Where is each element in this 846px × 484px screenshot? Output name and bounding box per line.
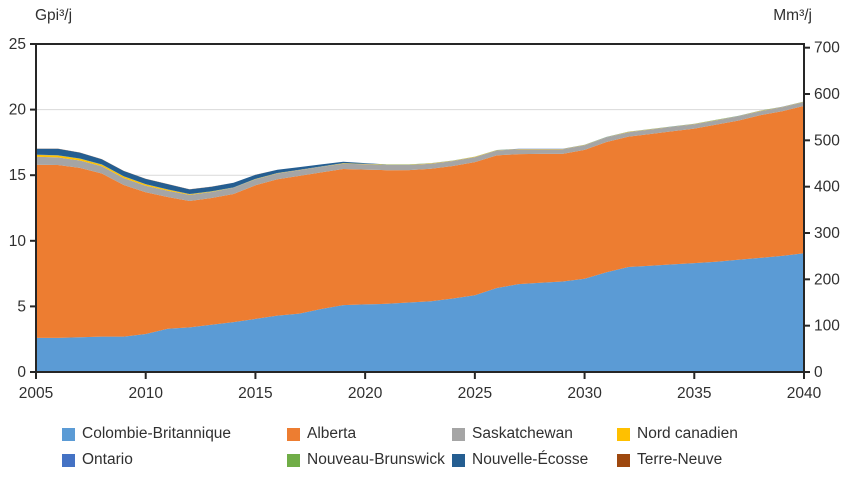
right-tick-label: 700 (814, 40, 840, 57)
legend-swatch-icon (287, 453, 300, 467)
legend-label: Nouvelle-Écosse (472, 451, 589, 468)
x-tick-label: 2015 (238, 385, 272, 402)
right-tick-label: 100 (814, 318, 840, 335)
chart-legend: Colombie-Britannique Ontario Alberta Nouvea… (62, 421, 797, 473)
right-tick-label: 400 (814, 179, 840, 196)
left-tick-label: 0 (17, 364, 26, 381)
legend-item-6: Nouvelle-Écosse (452, 451, 617, 469)
legend-swatch-icon (62, 453, 75, 467)
right-tick-label: 600 (814, 86, 840, 103)
legend-swatch-icon (617, 453, 630, 467)
x-tick-label: 2005 (19, 385, 53, 402)
legend-swatch-icon (452, 453, 465, 467)
left-tick-label: 5 (17, 298, 26, 315)
x-tick-label: 2020 (348, 385, 383, 402)
legend-item-1: Alberta (287, 425, 452, 443)
left-tick-label: 15 (9, 167, 26, 184)
legend-label: Alberta (307, 425, 357, 442)
legend-label: Colombie-Britannique (82, 425, 232, 442)
legend-label: Ontario (82, 451, 133, 468)
legend-item-2: Saskatchewan (452, 425, 617, 443)
legend-item-3: Nord canadien (617, 425, 797, 443)
legend-swatch-icon (287, 427, 300, 441)
legend-item-4: Ontario (62, 451, 287, 469)
right-tick-label: 300 (814, 225, 840, 242)
legend-swatch-icon (62, 427, 75, 441)
legend-swatch-icon (617, 427, 630, 441)
legend-item-5: Nouveau-Brunswick (287, 451, 452, 469)
left-tick-label: 25 (9, 36, 26, 53)
right-axis-unit-label: Mm³/j (773, 7, 812, 24)
left-tick-label: 10 (9, 233, 27, 250)
x-tick-label: 2040 (787, 385, 822, 402)
x-tick-label: 2010 (128, 385, 163, 402)
left-tick-label: 20 (9, 102, 27, 119)
x-tick-label: 2035 (677, 385, 711, 402)
plot-border (35, 43, 805, 373)
left-axis-unit-label: Gpi³/j (35, 7, 73, 24)
x-tick-label: 2025 (458, 385, 492, 402)
legend-label: Nouveau-Brunswick (307, 451, 445, 468)
legend-swatch-icon (452, 427, 465, 441)
right-tick-label: 200 (814, 271, 840, 288)
legend-label: Nord canadien (637, 425, 738, 442)
legend-label: Terre-Neuve (637, 451, 723, 468)
area-series-1 (36, 105, 804, 338)
legend-label: Saskatchewan (472, 425, 573, 442)
area-series-0 (36, 253, 804, 372)
legend-item-7: Terre-Neuve (617, 451, 797, 469)
right-tick-label: 0 (814, 364, 823, 381)
right-tick-label: 500 (814, 132, 840, 149)
legend-item-0: Colombie-Britannique (62, 425, 287, 443)
x-tick-label: 2030 (567, 385, 602, 402)
